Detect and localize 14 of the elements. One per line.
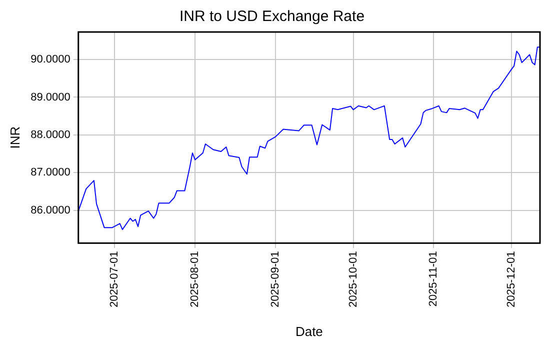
x-tick-label: 2025-08-01 (189, 251, 202, 308)
chart-title: INR to USD Exchange Rate (179, 8, 365, 26)
x-tick-label: 2025-10-01 (347, 251, 360, 308)
y-tick-label: 88.0000 (30, 128, 70, 141)
x-tick-label: 2025-12-01 (506, 251, 518, 308)
y-axis-title: INR (7, 126, 22, 149)
y-tick-label: 90.0000 (30, 54, 70, 66)
y-tick-label: 86.0000 (30, 204, 70, 216)
x-tick-label: 2025-09-01 (269, 251, 282, 308)
x-axis-title: Date (295, 324, 323, 339)
y-tick-label: 89.0000 (30, 91, 70, 104)
x-tick-label: 2025-11-01 (428, 251, 440, 307)
y-tick-label: 87.0000 (30, 166, 70, 179)
x-tick-label: 2025-07-01 (108, 251, 121, 308)
